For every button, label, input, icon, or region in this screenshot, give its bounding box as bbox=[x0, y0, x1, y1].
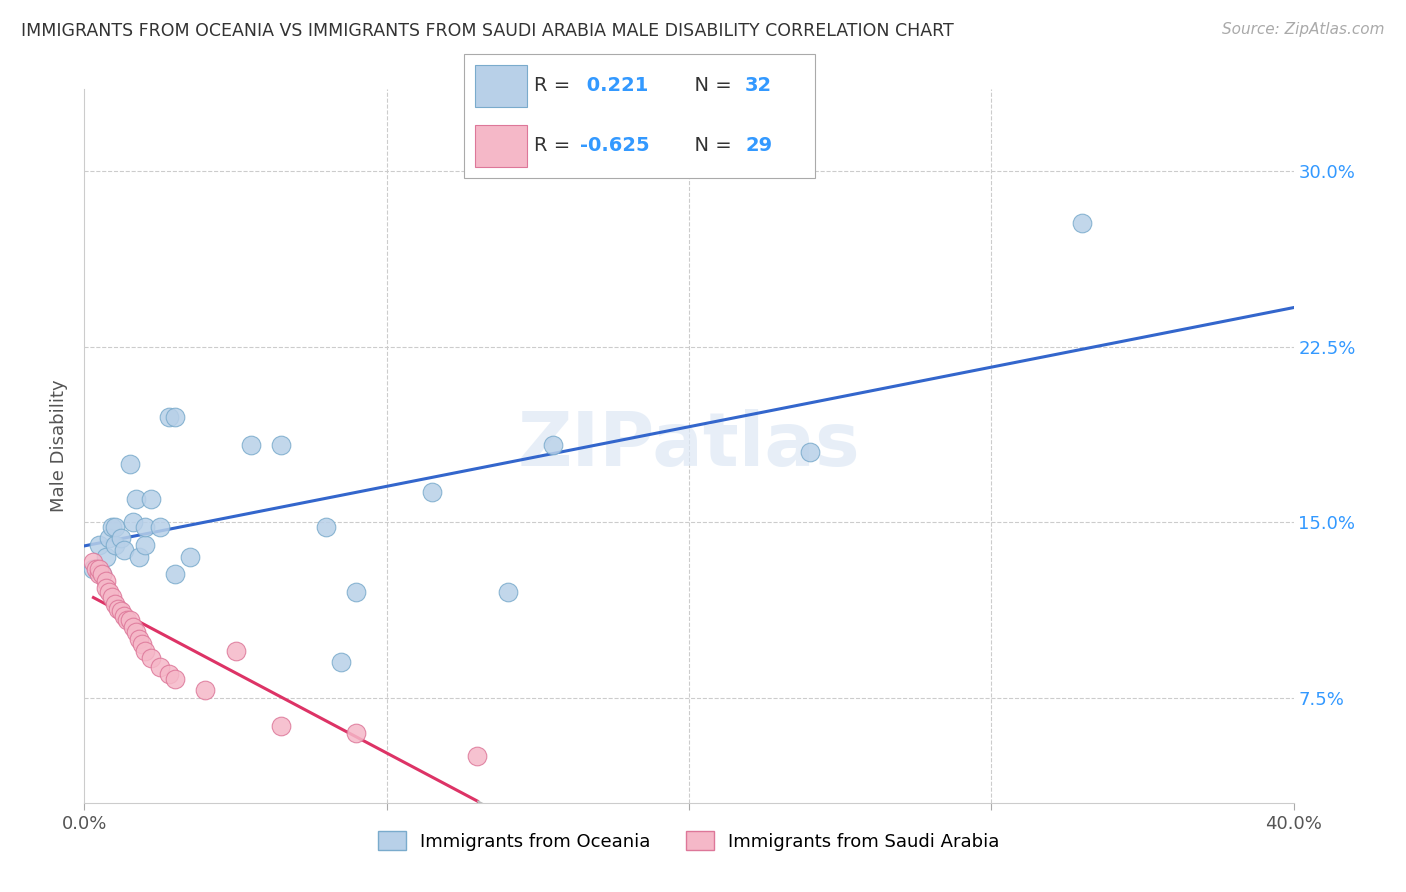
Point bbox=[89, 566, 111, 581]
Point bbox=[225, 644, 247, 658]
Point bbox=[104, 538, 127, 552]
Point bbox=[165, 566, 187, 581]
Point bbox=[315, 519, 337, 533]
Point bbox=[125, 625, 148, 640]
Point bbox=[112, 543, 135, 558]
Point bbox=[118, 457, 141, 471]
Point bbox=[82, 562, 104, 576]
Point bbox=[194, 683, 217, 698]
Point bbox=[128, 632, 150, 646]
Point bbox=[420, 484, 443, 499]
Point bbox=[270, 438, 292, 452]
Point bbox=[139, 491, 162, 506]
Point bbox=[134, 538, 156, 552]
Point bbox=[1071, 216, 1094, 230]
Point bbox=[125, 491, 148, 506]
Point bbox=[134, 644, 156, 658]
Point bbox=[139, 650, 162, 665]
Point bbox=[104, 597, 127, 611]
Text: R =: R = bbox=[534, 136, 576, 155]
Legend: Immigrants from Oceania, Immigrants from Saudi Arabia: Immigrants from Oceania, Immigrants from… bbox=[371, 824, 1007, 858]
Point bbox=[128, 550, 150, 565]
Point bbox=[121, 515, 143, 529]
Point bbox=[157, 409, 180, 424]
Point bbox=[541, 438, 564, 452]
Point bbox=[149, 660, 172, 674]
Point bbox=[94, 550, 117, 565]
Point bbox=[82, 555, 104, 569]
Point bbox=[346, 585, 368, 599]
Point bbox=[97, 585, 120, 599]
Text: 0.221: 0.221 bbox=[581, 77, 648, 95]
Point bbox=[115, 613, 138, 627]
Point bbox=[330, 656, 353, 670]
Text: R =: R = bbox=[534, 77, 576, 95]
Point bbox=[134, 519, 156, 533]
Point bbox=[496, 585, 519, 599]
Point bbox=[107, 601, 129, 615]
Point bbox=[179, 550, 201, 565]
Text: -0.625: -0.625 bbox=[581, 136, 650, 155]
Point bbox=[91, 566, 114, 581]
Point bbox=[165, 672, 187, 686]
Point bbox=[157, 667, 180, 681]
Text: Source: ZipAtlas.com: Source: ZipAtlas.com bbox=[1222, 22, 1385, 37]
FancyBboxPatch shape bbox=[475, 125, 527, 167]
Point bbox=[89, 538, 111, 552]
Point bbox=[86, 562, 108, 576]
Point bbox=[346, 725, 368, 739]
Text: 29: 29 bbox=[745, 136, 772, 155]
Text: IMMIGRANTS FROM OCEANIA VS IMMIGRANTS FROM SAUDI ARABIA MALE DISABILITY CORRELAT: IMMIGRANTS FROM OCEANIA VS IMMIGRANTS FR… bbox=[21, 22, 953, 40]
Point bbox=[94, 581, 117, 595]
Point bbox=[100, 590, 122, 604]
Point bbox=[121, 620, 143, 634]
Text: ZIPatlas: ZIPatlas bbox=[517, 409, 860, 483]
Point bbox=[131, 637, 153, 651]
Point bbox=[91, 566, 114, 581]
Point bbox=[165, 409, 187, 424]
Point bbox=[112, 608, 135, 623]
Point bbox=[149, 519, 172, 533]
Text: N =: N = bbox=[682, 77, 738, 95]
Text: N =: N = bbox=[682, 136, 738, 155]
Y-axis label: Male Disability: Male Disability bbox=[51, 380, 69, 512]
FancyBboxPatch shape bbox=[464, 54, 815, 178]
Text: 32: 32 bbox=[745, 77, 772, 95]
Point bbox=[94, 574, 117, 588]
Point bbox=[110, 532, 132, 546]
Point bbox=[799, 445, 821, 459]
Point bbox=[110, 604, 132, 618]
Point bbox=[89, 562, 111, 576]
Point bbox=[104, 519, 127, 533]
Point bbox=[270, 718, 292, 732]
Point bbox=[118, 613, 141, 627]
Point bbox=[239, 438, 262, 452]
FancyBboxPatch shape bbox=[475, 65, 527, 107]
Point bbox=[97, 532, 120, 546]
Point bbox=[467, 749, 489, 764]
Point bbox=[100, 519, 122, 533]
